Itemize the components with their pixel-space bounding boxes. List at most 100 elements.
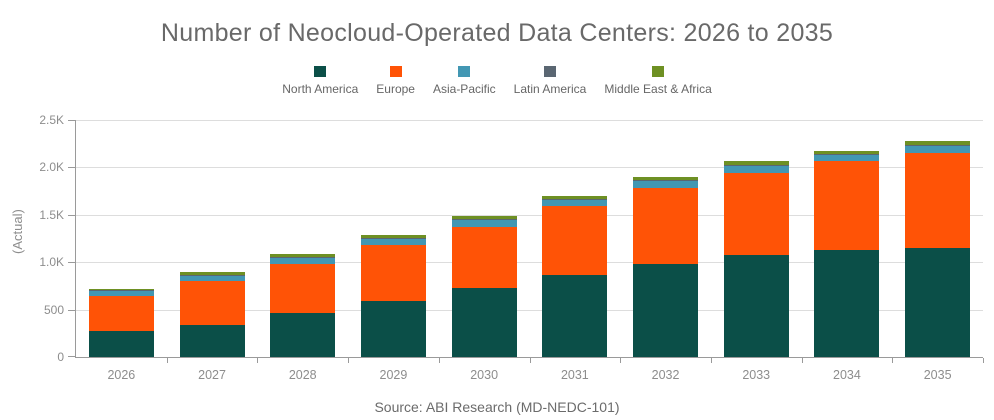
bar-segment-europe-2026[interactable] bbox=[88, 295, 154, 332]
legend-swatch-icon bbox=[544, 66, 556, 77]
bar-segment-middle-east-africa-2027[interactable] bbox=[179, 272, 245, 275]
x-axis-tick bbox=[710, 358, 712, 363]
x-axis-label-2026: 2026 bbox=[107, 368, 136, 382]
bar-group-2031 bbox=[542, 120, 608, 357]
bar-segment-middle-east-africa-2029[interactable] bbox=[360, 234, 426, 238]
legend: North America Europe Asia-Pacific Latin … bbox=[0, 66, 994, 96]
y-tick-label: 0 bbox=[57, 350, 64, 364]
x-axis-tick bbox=[620, 358, 622, 363]
bar-segment-north-america-2026[interactable] bbox=[88, 331, 154, 357]
y-tick-label: 2.5K bbox=[39, 113, 64, 127]
bar-segment-europe-2029[interactable] bbox=[360, 245, 426, 302]
gridline bbox=[76, 214, 983, 216]
bar-segment-europe-2027[interactable] bbox=[179, 281, 245, 325]
legend-item-north-america[interactable]: North America bbox=[282, 66, 358, 96]
x-axis-tick bbox=[257, 358, 259, 363]
bar-segment-middle-east-africa-2032[interactable] bbox=[633, 176, 699, 181]
bar-segment-asia-pacific-2031[interactable] bbox=[542, 199, 608, 207]
bar-segment-middle-east-africa-2035[interactable] bbox=[905, 141, 971, 146]
x-axis-tick bbox=[348, 358, 350, 363]
bar-group-2035 bbox=[905, 120, 971, 357]
legend-label: Asia-Pacific bbox=[432, 82, 496, 96]
legend-item-asia-pacific[interactable]: Asia-Pacific bbox=[433, 66, 496, 96]
bar-segment-north-america-2027[interactable] bbox=[179, 324, 245, 357]
y-tick-label: 1.5K bbox=[39, 207, 64, 222]
bar-segment-north-america-2033[interactable] bbox=[723, 254, 789, 357]
x-axis-tick bbox=[438, 358, 440, 363]
bar-segment-middle-east-africa-2028[interactable] bbox=[270, 253, 336, 257]
x-axis-label-2035: 2035 bbox=[923, 368, 952, 382]
legend-label: North America bbox=[282, 82, 359, 96]
y-axis-tick bbox=[68, 167, 76, 169]
legend-swatch-icon bbox=[389, 66, 402, 77]
bar-segment-asia-pacific-2033[interactable] bbox=[723, 165, 789, 174]
bar-group-2027 bbox=[179, 120, 245, 357]
bar-group-2028 bbox=[270, 120, 336, 357]
bar-segment-north-america-2034[interactable] bbox=[814, 250, 880, 357]
bar-segment-asia-pacific-2026[interactable] bbox=[88, 290, 154, 296]
source-text: Source: ABI Research (MD-NEDC-101) bbox=[374, 399, 620, 415]
x-axis-label-2032: 2032 bbox=[651, 368, 680, 382]
x-axis-label-2031: 2031 bbox=[560, 368, 589, 382]
gridline bbox=[76, 262, 983, 264]
bar-segment-north-america-2029[interactable] bbox=[360, 301, 426, 357]
bar-segment-asia-pacific-2028[interactable] bbox=[270, 257, 336, 264]
plot-area: 0 500 1.0K 1.5K 2.0K 2.5K 2026 2027 2028 2029 2030… bbox=[39, 113, 984, 382]
bar-segment-middle-east-africa-2033[interactable] bbox=[723, 161, 789, 166]
bar-group-2034 bbox=[814, 120, 880, 357]
bar-segment-middle-east-africa-2034[interactable] bbox=[814, 150, 880, 154]
y-tick-label: 2.0K bbox=[39, 160, 64, 175]
legend-item-europe[interactable]: Europe bbox=[376, 66, 415, 96]
bar-segment-north-america-2031[interactable] bbox=[542, 274, 608, 357]
legend-label: Middle East & Africa bbox=[604, 82, 712, 96]
legend-item-middle-east-africa[interactable]: Middle East & Africa bbox=[604, 66, 712, 96]
bar-segment-north-america-2030[interactable] bbox=[451, 287, 517, 357]
y-tick-label: 1.0K bbox=[39, 255, 64, 270]
bar-segment-north-america-2028[interactable] bbox=[270, 312, 336, 357]
chart-title: Number of Neocloud-Operated Data Centers… bbox=[160, 19, 834, 47]
bar-segment-europe-2031[interactable] bbox=[542, 206, 608, 275]
bar-group-2033 bbox=[723, 120, 789, 357]
bar-segment-asia-pacific-2032[interactable] bbox=[633, 180, 699, 188]
x-axis-label-2029: 2029 bbox=[379, 368, 408, 382]
x-axis-tick bbox=[801, 358, 803, 363]
y-axis-tick bbox=[68, 262, 76, 264]
bar-segment-europe-2035[interactable] bbox=[905, 152, 971, 249]
x-axis-tick bbox=[166, 358, 168, 363]
bar-group-2032 bbox=[633, 120, 699, 357]
bar-segment-north-america-2032[interactable] bbox=[633, 264, 699, 357]
gridline bbox=[76, 120, 983, 121]
bar-segment-asia-pacific-2030[interactable] bbox=[451, 219, 517, 227]
legend-label: Latin America bbox=[513, 82, 587, 96]
bar-segment-middle-east-africa-2031[interactable] bbox=[542, 195, 608, 199]
x-axis-tick bbox=[529, 358, 531, 363]
bar-segment-europe-2033[interactable] bbox=[723, 173, 789, 255]
bar-segment-asia-pacific-2034[interactable] bbox=[814, 154, 880, 162]
bar-segment-europe-2034[interactable] bbox=[814, 161, 880, 251]
bar-segment-europe-2028[interactable] bbox=[270, 263, 336, 313]
y-axis-tick bbox=[68, 356, 76, 357]
x-axis-label-2030: 2030 bbox=[470, 368, 499, 382]
legend-swatch-icon bbox=[458, 66, 471, 77]
x-axis-label-2033: 2033 bbox=[742, 368, 771, 382]
gridline bbox=[76, 309, 983, 311]
y-tick-label: 500 bbox=[43, 302, 64, 317]
y-axis-tick bbox=[68, 309, 76, 311]
legend-item-latin-america[interactable]: Latin America bbox=[513, 66, 587, 96]
bar-segment-europe-2032[interactable] bbox=[633, 187, 699, 265]
bar-segment-asia-pacific-2029[interactable] bbox=[360, 238, 426, 246]
x-axis-tick bbox=[892, 358, 894, 363]
bar-segment-asia-pacific-2035[interactable] bbox=[905, 145, 971, 153]
bar-segment-middle-east-africa-2026[interactable] bbox=[88, 289, 154, 291]
x-axis-label-2027: 2027 bbox=[198, 368, 226, 382]
bar-segment-middle-east-africa-2030[interactable] bbox=[451, 216, 517, 220]
bar-segment-north-america-2035[interactable] bbox=[905, 248, 971, 357]
bar-group-2029 bbox=[360, 120, 426, 357]
bar-segment-europe-2030[interactable] bbox=[451, 226, 517, 288]
legend-swatch-icon bbox=[652, 66, 665, 77]
bar-segment-asia-pacific-2027[interactable] bbox=[179, 275, 245, 282]
x-axis-label-2028: 2028 bbox=[288, 368, 317, 382]
gridline bbox=[76, 167, 983, 169]
bar-group-2030 bbox=[451, 120, 517, 357]
